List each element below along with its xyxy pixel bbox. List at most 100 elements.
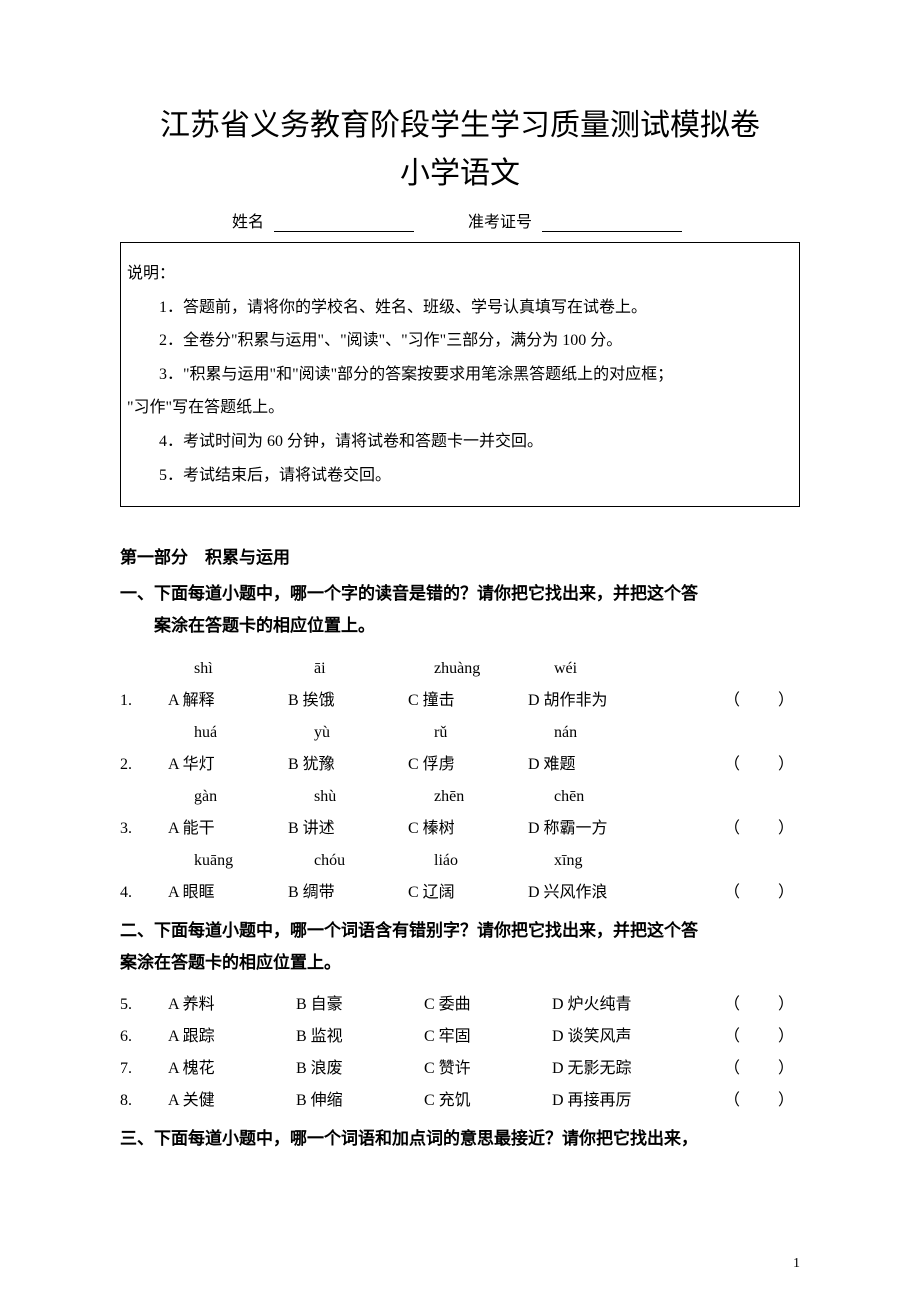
pinyin: kuāng xyxy=(168,845,288,877)
answer-paren[interactable]: （ ） xyxy=(680,1053,800,1085)
option: C 委曲 xyxy=(424,989,552,1021)
title-sub: 小学语文 xyxy=(120,148,800,192)
pinyin: liáo xyxy=(408,845,528,877)
name-label: 姓名 xyxy=(232,214,264,231)
q2-heading-line2: 案涂在答题卡的相应位置上。 xyxy=(120,953,341,972)
option: D 再接再厉 xyxy=(552,1085,680,1117)
section1-heading: 第一部分 积累与运用 xyxy=(120,543,800,568)
option-row: 5. A 养料 B 自豪 C 委曲 D 炉火纯青 （ ） xyxy=(120,989,800,1021)
instruction-line-cont: "习作"写在答题纸上。 xyxy=(127,391,781,425)
name-line: 姓名 准考证号 xyxy=(120,208,800,232)
exam-page: 江苏省义务教育阶段学生学习质量测试模拟卷 小学语文 姓名 准考证号 说明： 1．… xyxy=(0,0,920,1302)
answer-paren[interactable]: （ ） xyxy=(680,989,800,1021)
pinyin: chóu xyxy=(288,845,408,877)
pinyin: xīng xyxy=(528,845,678,877)
option: A 华灯 xyxy=(168,749,288,781)
pinyin-row: shì āi zhuàng wéi xyxy=(120,653,800,685)
instruction-line: 1．答题前，请将你的学校名、姓名、班级、学号认真填写在试卷上。 xyxy=(127,291,781,325)
question-number: 6. xyxy=(120,1021,168,1053)
pinyin: shù xyxy=(288,781,408,813)
option: C 俘虏 xyxy=(408,749,528,781)
option: A 能干 xyxy=(168,813,288,845)
q1-heading: 一、下面每道小题中，哪一个字的读音是错的？请你把它找出来，并把这个答 案涂在答题… xyxy=(120,578,800,643)
instruction-box: 说明： 1．答题前，请将你的学校名、姓名、班级、学号认真填写在试卷上。 2．全卷… xyxy=(120,242,800,507)
answer-paren[interactable]: （ ） xyxy=(678,685,800,717)
option: D 炉火纯青 xyxy=(552,989,680,1021)
option: C 辽阔 xyxy=(408,877,528,909)
option: A 解释 xyxy=(168,685,288,717)
q1-heading-line2: 案涂在答题卡的相应位置上。 xyxy=(120,610,800,642)
question-number: 5. xyxy=(120,989,168,1021)
q2-heading-line1: 二、下面每道小题中，哪一个词语含有错别字？请你把它找出来，并把这个答 xyxy=(120,921,698,940)
option: A 养料 xyxy=(168,989,296,1021)
option: B 挨饿 xyxy=(288,685,408,717)
option-row: 6. A 跟踪 B 监视 C 牢固 D 谈笑风声 （ ） xyxy=(120,1021,800,1053)
option: A 眼眶 xyxy=(168,877,288,909)
option: A 关健 xyxy=(168,1085,296,1117)
pinyin: āi xyxy=(288,653,408,685)
exam-no-label: 准考证号 xyxy=(468,214,532,231)
option: B 讲述 xyxy=(288,813,408,845)
option: D 谈笑风声 xyxy=(552,1021,680,1053)
option-row: 3. A 能干 B 讲述 C 榛树 D 称霸一方 （ ） xyxy=(120,813,800,845)
option: B 监视 xyxy=(296,1021,424,1053)
option: B 自豪 xyxy=(296,989,424,1021)
pinyin: nán xyxy=(528,717,678,749)
q2-heading: 二、下面每道小题中，哪一个词语含有错别字？请你把它找出来，并把这个答 案涂在答题… xyxy=(120,915,800,980)
option: A 跟踪 xyxy=(168,1021,296,1053)
question-number: 2. xyxy=(120,749,168,781)
instruction-line: 4．考试时间为 60 分钟，请将试卷和答题卡一并交回。 xyxy=(127,425,781,459)
q1-heading-line1: 一、下面每道小题中，哪一个字的读音是错的？请你把它找出来，并把这个答 xyxy=(120,584,698,603)
page-number: 1 xyxy=(793,1256,800,1272)
question-number: 8. xyxy=(120,1085,168,1117)
pinyin: zhēn xyxy=(408,781,528,813)
q2-block: 5. A 养料 B 自豪 C 委曲 D 炉火纯青 （ ） 6. A 跟踪 B 监… xyxy=(120,989,800,1117)
option: C 牢固 xyxy=(424,1021,552,1053)
option: C 榛树 xyxy=(408,813,528,845)
pinyin: huá xyxy=(168,717,288,749)
pinyin-row: gàn shù zhēn chēn xyxy=(120,781,800,813)
q3-heading-line1: 三、下面每道小题中，哪一个词语和加点词的意思最接近？请你把它找出来， xyxy=(120,1129,698,1148)
pinyin-row: kuāng chóu liáo xīng xyxy=(120,845,800,877)
option: C 撞击 xyxy=(408,685,528,717)
option: D 兴风作浪 xyxy=(528,877,678,909)
instruction-line: 2．全卷分"积累与运用"、"阅读"、"习作"三部分，满分为 100 分。 xyxy=(127,324,781,358)
option: B 伸缩 xyxy=(296,1085,424,1117)
option: D 称霸一方 xyxy=(528,813,678,845)
answer-paren[interactable]: （ ） xyxy=(678,813,800,845)
option-row: 2. A 华灯 B 犹豫 C 俘虏 D 难题 （ ） xyxy=(120,749,800,781)
answer-paren[interactable]: （ ） xyxy=(678,749,800,781)
instruction-line: 5．考试结束后，请将试卷交回。 xyxy=(127,459,781,493)
pinyin: yù xyxy=(288,717,408,749)
pinyin: rǔ xyxy=(408,717,528,749)
question-number: 1. xyxy=(120,685,168,717)
question-number: 4. xyxy=(120,877,168,909)
answer-paren[interactable]: （ ） xyxy=(680,1085,800,1117)
option-row: 4. A 眼眶 B 绸带 C 辽阔 D 兴风作浪 （ ） xyxy=(120,877,800,909)
q3-heading: 三、下面每道小题中，哪一个词语和加点词的意思最接近？请你把它找出来， xyxy=(120,1123,800,1155)
option: C 赞许 xyxy=(424,1053,552,1085)
exam-no-blank[interactable] xyxy=(542,215,682,232)
question-number: 3. xyxy=(120,813,168,845)
pinyin: shì xyxy=(168,653,288,685)
option-row: 1. A 解释 B 挨饿 C 撞击 D 胡作非为 （ ） xyxy=(120,685,800,717)
option: B 浪废 xyxy=(296,1053,424,1085)
pinyin: wéi xyxy=(528,653,678,685)
title-main: 江苏省义务教育阶段学生学习质量测试模拟卷 xyxy=(120,100,800,144)
answer-paren[interactable]: （ ） xyxy=(680,1021,800,1053)
instruction-line: 3．"积累与运用"和"阅读"部分的答案按要求用笔涂黑答题纸上的对应框； xyxy=(127,358,781,392)
option-row: 8. A 关健 B 伸缩 C 充饥 D 再接再厉 （ ） xyxy=(120,1085,800,1117)
answer-paren[interactable]: （ ） xyxy=(678,877,800,909)
option: B 绸带 xyxy=(288,877,408,909)
option: C 充饥 xyxy=(424,1085,552,1117)
pinyin: gàn xyxy=(168,781,288,813)
option: D 难题 xyxy=(528,749,678,781)
q1-block: shì āi zhuàng wéi 1. A 解释 B 挨饿 C 撞击 D 胡作… xyxy=(120,653,800,909)
option: D 胡作非为 xyxy=(528,685,678,717)
pinyin-row: huá yù rǔ nán xyxy=(120,717,800,749)
option: D 无影无踪 xyxy=(552,1053,680,1085)
name-blank[interactable] xyxy=(274,215,414,232)
question-number: 7. xyxy=(120,1053,168,1085)
pinyin: chēn xyxy=(528,781,678,813)
option-row: 7. A 槐花 B 浪废 C 赞许 D 无影无踪 （ ） xyxy=(120,1053,800,1085)
